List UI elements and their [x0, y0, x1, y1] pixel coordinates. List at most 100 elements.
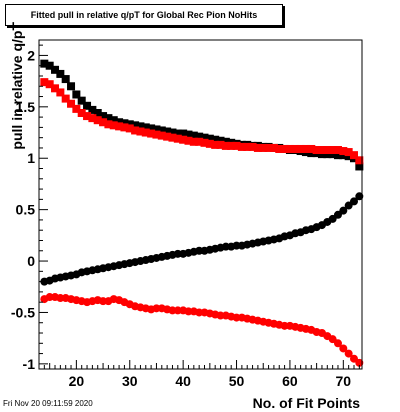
data-point [211, 135, 220, 144]
data-point [141, 128, 150, 137]
data-point [136, 127, 145, 136]
data-point [221, 137, 230, 146]
data-point [355, 192, 364, 201]
data-point [291, 144, 300, 153]
x-tick-label: 20 [69, 373, 85, 389]
data-point [147, 129, 156, 138]
data-point [51, 65, 60, 74]
data-point [317, 150, 326, 159]
data-point [339, 147, 348, 156]
data-point [243, 142, 252, 151]
x-axis-label: No. of Fit Points [253, 395, 361, 411]
data-point [216, 140, 225, 149]
x-tick-label: 50 [229, 373, 245, 389]
data-point [339, 206, 348, 215]
data-point [328, 150, 337, 159]
series-2 [40, 192, 364, 286]
data-point [312, 146, 321, 155]
data-point [56, 88, 65, 97]
data-point [77, 108, 86, 117]
data-point [141, 123, 150, 132]
data-point [184, 130, 193, 139]
data-point [323, 150, 332, 159]
data-point [339, 151, 348, 160]
data-point [296, 144, 305, 153]
data-point [269, 143, 278, 152]
data-point [40, 78, 49, 87]
data-point [163, 132, 172, 141]
x-tick-label: 40 [175, 373, 191, 389]
data-point [120, 119, 129, 128]
data-point [56, 69, 65, 78]
data-point [216, 136, 225, 145]
data-point [248, 142, 257, 151]
data-point [179, 129, 188, 138]
data-point [152, 125, 161, 134]
data-point [200, 133, 209, 142]
data-point [339, 344, 348, 353]
data-point [157, 126, 166, 135]
axes: 20 30 40 50 60 70 -1 -0.5 0 0.5 1 1.5 2 [11, 44, 360, 389]
data-point [264, 143, 273, 152]
data-point [61, 75, 70, 84]
data-point [72, 104, 81, 113]
data-point [173, 129, 182, 138]
data-point [99, 118, 108, 127]
data-point [349, 151, 358, 160]
data-point [77, 96, 86, 105]
data-point [307, 144, 316, 153]
data-point [61, 94, 70, 103]
data-point [195, 137, 204, 146]
data-point [45, 80, 54, 89]
data-point [104, 120, 113, 129]
data-point [51, 84, 60, 93]
data-point [285, 144, 294, 153]
data-point [259, 143, 268, 152]
timestamp: Fri Nov 20 09:11:59 2020 [3, 399, 93, 408]
data-point [72, 90, 81, 99]
data-point [301, 144, 310, 153]
data-point [173, 134, 182, 143]
data-point [125, 120, 134, 129]
x-tick-label: 30 [122, 373, 138, 389]
data-point [355, 162, 364, 171]
data-point [40, 59, 49, 68]
data-point [83, 112, 92, 121]
data-point [131, 121, 140, 130]
data-point [317, 146, 326, 155]
data-point [200, 138, 209, 147]
data-point [355, 156, 364, 165]
data-point [67, 82, 76, 91]
plot-frame [38, 39, 363, 370]
data-point [104, 114, 113, 123]
data-point [179, 135, 188, 144]
x-tick-label: 70 [336, 373, 352, 389]
data-point [109, 116, 118, 125]
data-point [344, 148, 353, 157]
data-point [280, 144, 289, 153]
data-point [109, 121, 118, 130]
data-point [125, 124, 134, 133]
data-point [163, 127, 172, 136]
data-point [189, 137, 198, 146]
data-point [157, 131, 166, 140]
data-point [136, 122, 145, 131]
data-marks [40, 59, 364, 367]
y-tick-label: 0.5 [16, 202, 36, 218]
data-point [131, 126, 140, 135]
data-point [307, 149, 316, 158]
data-point [205, 134, 214, 143]
data-point [88, 114, 97, 123]
y-tick-label: 0 [27, 253, 35, 269]
data-point [232, 141, 241, 150]
data-point [93, 108, 102, 117]
data-point [99, 112, 108, 121]
data-point [115, 118, 124, 127]
chart-title: Fitted pull in relative q/pT for Global … [5, 4, 283, 26]
data-point [344, 152, 353, 161]
series-3 [40, 293, 364, 367]
data-point [221, 141, 230, 150]
data-point [45, 61, 54, 70]
data-point [152, 130, 161, 139]
